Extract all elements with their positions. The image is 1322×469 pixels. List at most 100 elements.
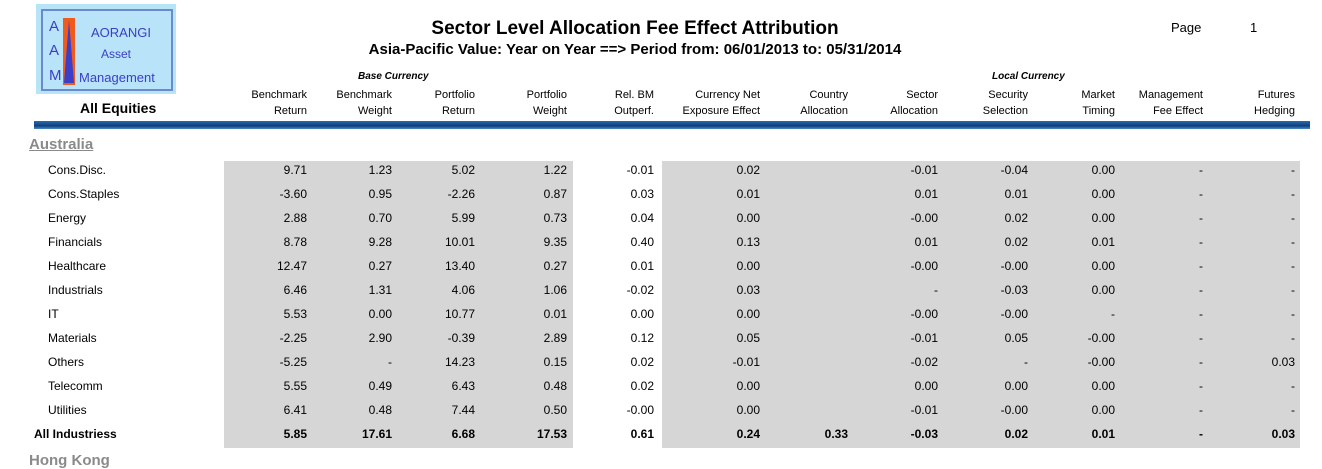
table-row: Materials -2.25 2.90 -0.39 2.89 0.12 0.05 -0.01… bbox=[0, 330, 1322, 354]
logo-text: Asset bbox=[101, 47, 132, 61]
cell-value: - bbox=[1291, 259, 1295, 273]
cell-value: -0.01 bbox=[910, 403, 938, 417]
cell-value: -0.01 bbox=[910, 163, 938, 177]
cell-value: -0.00 bbox=[1087, 355, 1115, 369]
report-subtitle: Asia-Pacific Value: Year on Year ==> Per… bbox=[368, 41, 902, 58]
cell-value: -0.01 bbox=[910, 331, 938, 345]
cell-value: - bbox=[1111, 307, 1115, 321]
cell-value: - bbox=[1199, 235, 1203, 249]
cell-value: - bbox=[1291, 283, 1295, 297]
cell-value: 0.48 bbox=[368, 403, 392, 417]
column-header: Rel. BM Outperf. bbox=[534, 87, 654, 119]
column-header-line: Sector bbox=[906, 89, 938, 101]
logo-text: Management bbox=[79, 70, 155, 85]
cell-value: - bbox=[1199, 403, 1203, 417]
cell-value: 5.85 bbox=[283, 427, 307, 441]
cell-value: 0.00 bbox=[914, 379, 938, 393]
column-header-line: Benchmark bbox=[251, 89, 307, 101]
table-row: Energy 2.88 0.70 5.99 0.73 0.04 0.00 -0.00 0.02 0… bbox=[0, 210, 1322, 234]
cell-value: 5.55 bbox=[283, 379, 307, 393]
cell-value: 0.01 bbox=[1091, 235, 1115, 249]
logo-text: AORANGI bbox=[91, 25, 151, 40]
cell-value: -0.00 bbox=[910, 259, 938, 273]
cell-value: 0.00 bbox=[736, 307, 760, 321]
cell-value: - bbox=[1291, 307, 1295, 321]
column-header-line: Return bbox=[441, 105, 475, 117]
row-label: IT bbox=[48, 307, 59, 321]
cell-value: -0.00 bbox=[1000, 307, 1028, 321]
row-label: All Industriess bbox=[34, 427, 117, 441]
cell-value: -0.02 bbox=[910, 355, 938, 369]
cell-value: - bbox=[1199, 307, 1203, 321]
cell-value: - bbox=[1199, 379, 1203, 393]
cell-value: 0.01 bbox=[914, 187, 938, 201]
cell-value: 0.00 bbox=[368, 307, 392, 321]
cell-value: 0.03 bbox=[736, 283, 760, 297]
cell-value: - bbox=[1199, 331, 1203, 345]
cell-value: 0.05 bbox=[1004, 331, 1028, 345]
page-number: 1 bbox=[1250, 20, 1258, 35]
column-header: Benchmark Weight bbox=[272, 87, 392, 119]
column-header-line: Rel. BM bbox=[614, 89, 654, 101]
cell-value: 6.46 bbox=[283, 283, 307, 297]
cell-value: 10.77 bbox=[444, 307, 475, 321]
logo-letter: A bbox=[49, 18, 60, 35]
cell-value: 1.23 bbox=[368, 163, 392, 177]
cell-value: 0.00 bbox=[1091, 187, 1115, 201]
cell-value: 10.01 bbox=[444, 235, 475, 249]
cell-value: - bbox=[1199, 187, 1203, 201]
cell-value: 0.01 bbox=[1091, 427, 1115, 441]
cell-value: 6.68 bbox=[451, 427, 475, 441]
table-row: Industrials 6.46 1.31 4.06 1.06 -0.02 0.03- -0.… bbox=[0, 282, 1322, 306]
cell-value: 0.03 bbox=[630, 187, 654, 201]
cell-value: -2.26 bbox=[447, 187, 475, 201]
cell-value: 0.00 bbox=[1091, 403, 1115, 417]
cell-value: - bbox=[1199, 355, 1203, 369]
cell-value: 0.03 bbox=[1271, 355, 1295, 369]
cell-value: 0.12 bbox=[630, 331, 654, 345]
column-header: Sector Allocation bbox=[818, 87, 938, 119]
cell-value: 5.53 bbox=[283, 307, 307, 321]
cell-value: 0.02 bbox=[1004, 235, 1028, 249]
region-heading: Australia bbox=[29, 136, 94, 153]
header-divider bbox=[34, 121, 1310, 129]
cell-value: - bbox=[1291, 403, 1295, 417]
cell-value: -0.00 bbox=[1000, 259, 1028, 273]
column-header-line: Portfolio bbox=[434, 89, 475, 101]
shaded-block-base bbox=[224, 161, 573, 448]
cell-value: 0.00 bbox=[630, 307, 654, 321]
row-label: Utilities bbox=[48, 403, 87, 417]
column-header: Management Fee Effect bbox=[1083, 87, 1203, 119]
table-row: Cons.Staples -3.60 0.95 -2.26 0.87 0.03 0.01 0.… bbox=[0, 186, 1322, 210]
cell-value: 0.48 bbox=[543, 379, 567, 393]
column-header-line: Return bbox=[273, 105, 307, 117]
cell-value: 1.22 bbox=[543, 163, 567, 177]
cell-value: 9.71 bbox=[283, 163, 307, 177]
cell-value: -0.01 bbox=[626, 163, 654, 177]
cell-value: 0.03 bbox=[1271, 427, 1295, 441]
cell-value: 14.23 bbox=[444, 355, 475, 369]
cell-value: 2.89 bbox=[543, 331, 567, 345]
cell-value: 0.70 bbox=[368, 211, 392, 225]
logo-letter: A bbox=[49, 42, 60, 59]
table-row: Utilities 6.41 0.48 7.44 0.50 -0.00 0.00 -0.01-… bbox=[0, 402, 1322, 426]
cell-value: -0.00 bbox=[910, 307, 938, 321]
cell-value: 0.00 bbox=[1091, 211, 1115, 225]
cell-value: 0.00 bbox=[1091, 259, 1115, 273]
column-header: Benchmark Return bbox=[187, 87, 307, 119]
cell-value: -5.25 bbox=[279, 355, 307, 369]
cell-value: - bbox=[1199, 211, 1203, 225]
table-row: Financials 8.78 9.28 10.01 9.35 0.40 0.13 0.01 0… bbox=[0, 234, 1322, 258]
cell-value: -0.03 bbox=[910, 427, 938, 441]
cell-value: 0.87 bbox=[543, 187, 567, 201]
cell-value: - bbox=[1024, 355, 1028, 369]
cell-value: - bbox=[1199, 163, 1203, 177]
table-row: Cons.Disc. 9.71 1.23 5.02 1.22 -0.01 0.02 -0.01… bbox=[0, 162, 1322, 186]
cell-value: 8.78 bbox=[283, 235, 307, 249]
cell-value: 0.00 bbox=[736, 379, 760, 393]
row-label: Healthcare bbox=[48, 259, 107, 273]
cell-value: 0.04 bbox=[630, 211, 654, 225]
cell-value: 0.00 bbox=[736, 211, 760, 225]
cell-value: 6.41 bbox=[283, 403, 307, 417]
cell-value: -0.00 bbox=[1087, 331, 1115, 345]
